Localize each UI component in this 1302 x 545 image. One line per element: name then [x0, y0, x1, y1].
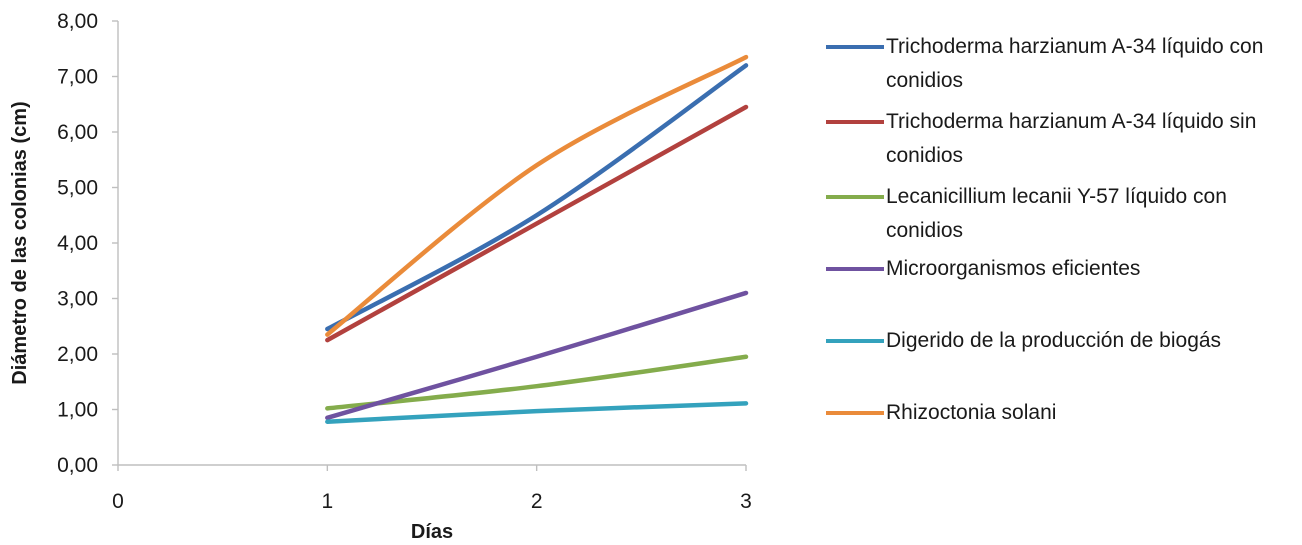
- x-tick-label: 3: [740, 490, 752, 513]
- series-line-5: [325, 401, 749, 424]
- legend-label: Lecanicillium lecanii Y-57 líquido con c…: [886, 185, 1227, 242]
- series-line-2: [325, 104, 749, 343]
- x-tick-label: 0: [112, 490, 124, 513]
- legend-label: Trichoderma harzianum A-34 líquido con c…: [886, 35, 1264, 92]
- series-line-6: [325, 54, 749, 337]
- legend-swatch: [826, 339, 884, 343]
- y-tick-label: 7,00: [57, 66, 98, 89]
- y-tick-label: 3,00: [57, 288, 98, 311]
- legend-swatch: [826, 45, 884, 49]
- series-lines: [325, 54, 749, 424]
- y-tick-label: 4,00: [57, 232, 98, 255]
- y-tick-label: 1,00: [57, 399, 98, 422]
- x-axis-ticks: 0 1 2 3: [112, 465, 752, 513]
- legend-label: Microorganismos eficientes: [886, 257, 1141, 280]
- y-tick-label: 5,00: [57, 177, 98, 200]
- legend-label: Trichoderma harzianum A-34 líquido sin c…: [886, 110, 1257, 167]
- legend-swatch: [826, 267, 884, 271]
- x-tick-label: 2: [531, 490, 543, 513]
- legend-swatch: [826, 120, 884, 124]
- series-line-1: [325, 63, 749, 332]
- legend-label: Rhizoctonia solani: [886, 401, 1057, 424]
- y-tick-label: 0,00: [57, 454, 98, 477]
- series-line-4: [325, 290, 749, 421]
- y-tick-label: 6,00: [57, 121, 98, 144]
- x-tick-label: 1: [321, 490, 333, 513]
- y-axis-ticks: 0,00 1,00 2,00 3,00 4,00 5,00 6,00 7,00 8,00: [57, 10, 118, 477]
- legend-swatch: [826, 195, 884, 199]
- y-axis-title: Diámetro de las colonias (cm): [9, 101, 31, 384]
- y-tick-label: 8,00: [57, 10, 98, 33]
- legend-swatch: [826, 411, 884, 415]
- x-axis-title: Días: [411, 521, 453, 543]
- y-tick-label: 2,00: [57, 343, 98, 366]
- legend-label: Digerido de la producción de biogás: [886, 329, 1222, 352]
- legend: Trichoderma harzianum A-34 líquido con c…: [826, 30, 1296, 450]
